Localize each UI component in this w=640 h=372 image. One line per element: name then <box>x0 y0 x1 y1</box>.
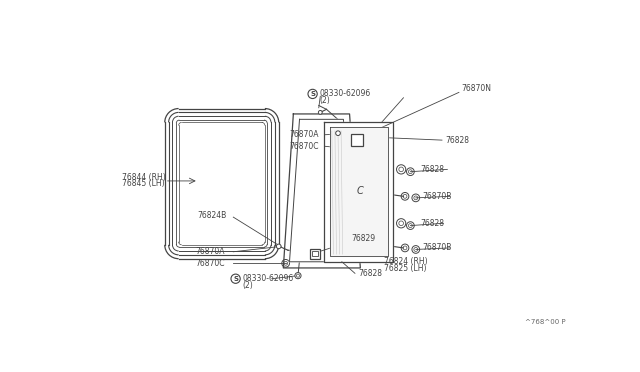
Circle shape <box>336 131 340 135</box>
Text: C: C <box>357 186 364 196</box>
Circle shape <box>367 132 376 142</box>
Circle shape <box>401 192 409 200</box>
Text: 76824 (RH): 76824 (RH) <box>384 257 428 266</box>
Circle shape <box>414 247 418 251</box>
Circle shape <box>308 89 317 99</box>
Circle shape <box>354 147 358 151</box>
Circle shape <box>326 253 335 263</box>
Circle shape <box>399 221 403 225</box>
Circle shape <box>284 262 287 265</box>
Text: 76870B: 76870B <box>422 192 452 201</box>
Text: ^768^00 P: ^768^00 P <box>525 319 565 325</box>
Circle shape <box>318 110 322 114</box>
Text: (2): (2) <box>243 281 253 290</box>
Text: 76870A: 76870A <box>196 247 225 256</box>
Circle shape <box>408 170 412 174</box>
Polygon shape <box>284 114 360 268</box>
Circle shape <box>399 167 403 172</box>
Circle shape <box>403 195 407 198</box>
Text: 76870A: 76870A <box>289 130 319 139</box>
Polygon shape <box>324 122 394 262</box>
Circle shape <box>369 144 373 148</box>
Circle shape <box>412 194 420 202</box>
Text: 08330-62096: 08330-62096 <box>243 274 294 283</box>
Circle shape <box>412 246 420 253</box>
Text: 76870C: 76870C <box>289 142 319 151</box>
Circle shape <box>367 142 375 150</box>
FancyBboxPatch shape <box>351 134 364 146</box>
Text: 76870N: 76870N <box>461 84 492 93</box>
Circle shape <box>282 260 289 267</box>
Text: 76844 (RH): 76844 (RH) <box>122 173 165 182</box>
Circle shape <box>397 219 406 228</box>
Text: S: S <box>233 276 238 282</box>
Text: 76829: 76829 <box>351 234 375 243</box>
Text: 76828: 76828 <box>420 219 444 228</box>
Circle shape <box>369 135 373 140</box>
Circle shape <box>403 246 407 250</box>
FancyBboxPatch shape <box>312 251 318 256</box>
Text: 76824B: 76824B <box>197 211 227 220</box>
Circle shape <box>296 274 300 277</box>
Circle shape <box>406 222 414 230</box>
Circle shape <box>352 145 360 153</box>
Circle shape <box>231 274 240 283</box>
Circle shape <box>401 244 409 252</box>
Text: 76825 (LH): 76825 (LH) <box>384 264 427 273</box>
Text: 76870C: 76870C <box>196 259 225 268</box>
Text: 08330-62096: 08330-62096 <box>319 89 371 99</box>
Text: 76828: 76828 <box>420 165 444 174</box>
Circle shape <box>295 273 301 279</box>
Text: 76870B: 76870B <box>422 243 452 253</box>
Polygon shape <box>330 127 388 256</box>
Polygon shape <box>289 119 353 262</box>
Text: S: S <box>310 91 315 97</box>
Text: 76828: 76828 <box>446 136 470 145</box>
Circle shape <box>414 196 418 200</box>
FancyBboxPatch shape <box>310 250 320 259</box>
Circle shape <box>276 244 281 249</box>
Text: (2): (2) <box>319 96 330 105</box>
Text: 76828: 76828 <box>359 269 383 278</box>
Circle shape <box>328 256 333 260</box>
Circle shape <box>406 168 414 176</box>
Circle shape <box>408 224 412 228</box>
Circle shape <box>397 165 406 174</box>
Text: 76845 (LH): 76845 (LH) <box>122 179 164 188</box>
